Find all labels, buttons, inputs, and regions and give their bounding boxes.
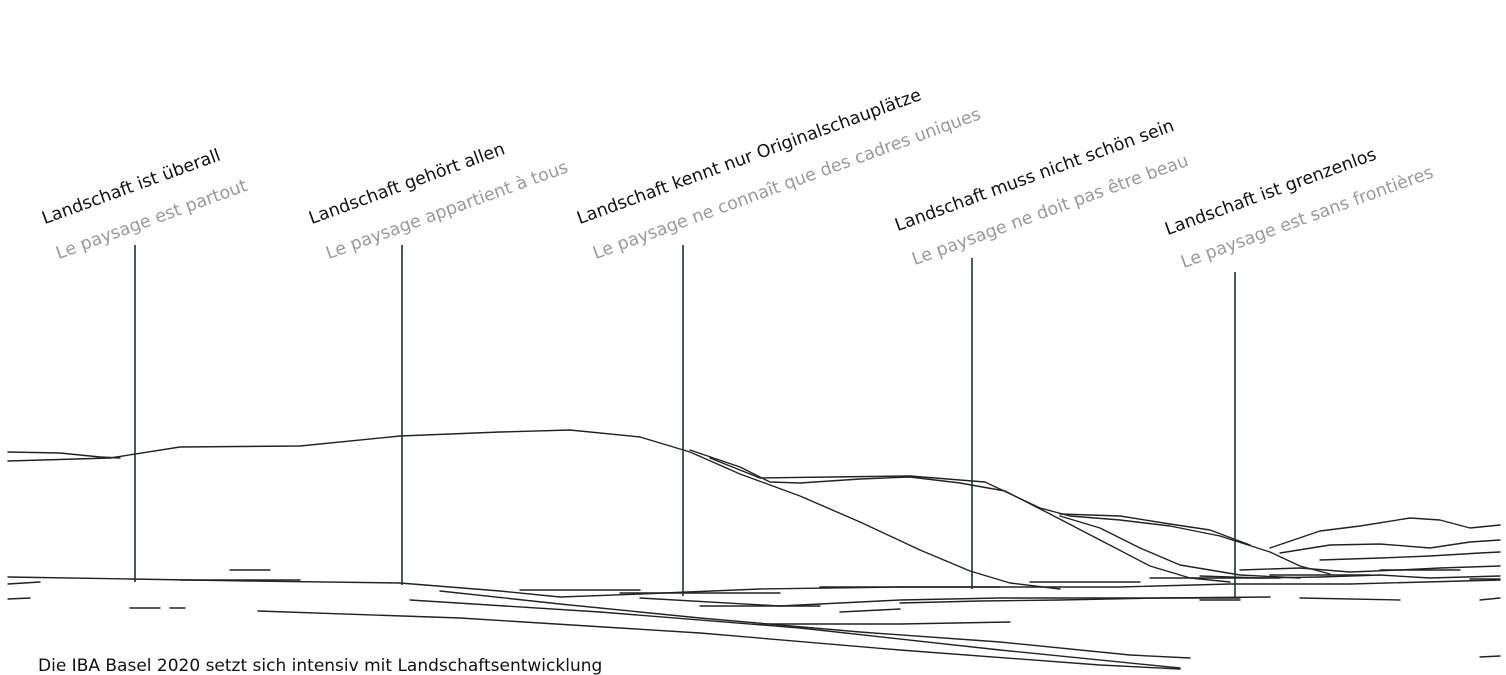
far-hill-line (1279, 539, 1501, 554)
ground-line (7, 581, 41, 585)
road-line (759, 621, 1011, 625)
far-hill-line (1239, 565, 1501, 573)
mid-ridge-line (1059, 515, 1301, 579)
ground-line (7, 576, 1501, 598)
road-line (839, 608, 901, 613)
road-line (439, 590, 1191, 659)
hill-ridge-line (7, 429, 1061, 590)
ground-line (7, 597, 31, 600)
mid-ridge-line (709, 457, 1331, 575)
ground-line (1479, 655, 1501, 658)
ground-line (1479, 597, 1501, 601)
mid-ridge-line (1059, 513, 1251, 546)
intro-paragraph-line: Die IBA Basel 2020 setzt sich intensiv m… (38, 656, 603, 675)
road-line (409, 599, 1181, 669)
road-line (257, 610, 1181, 670)
ground-line (1299, 597, 1401, 601)
far-hill-line (1269, 517, 1501, 549)
far-hill-line (1319, 551, 1501, 561)
hill-ridge-line (7, 451, 121, 459)
road-line (899, 596, 1271, 604)
mid-ridge-line (689, 449, 1231, 583)
